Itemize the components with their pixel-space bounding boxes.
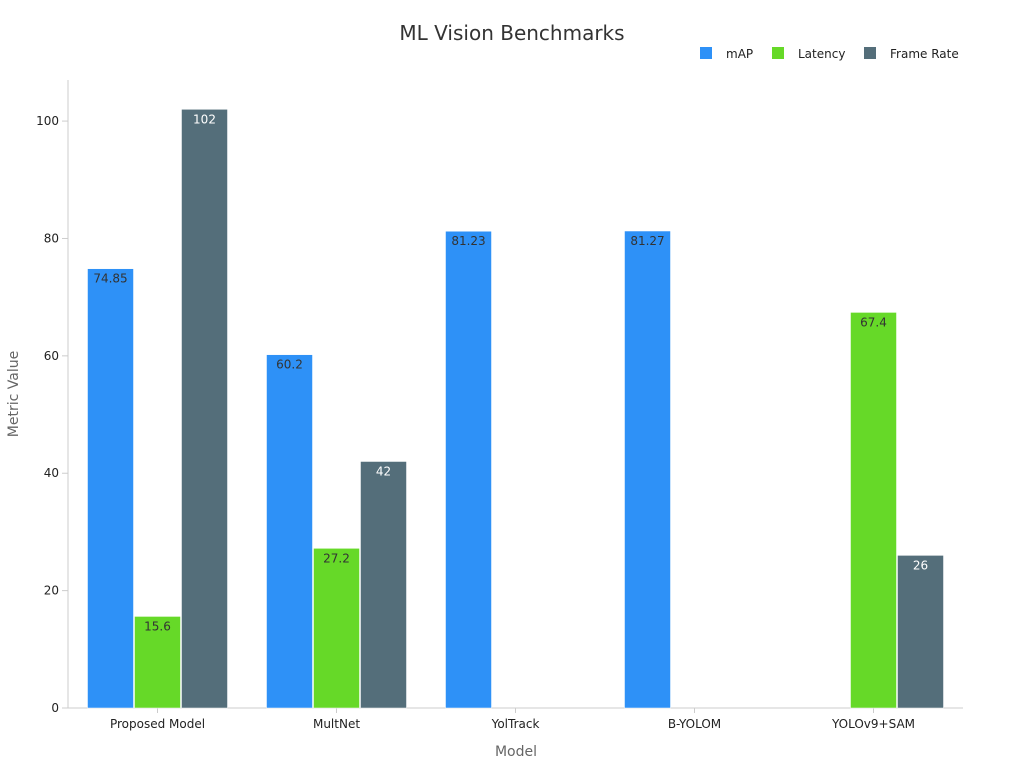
- bar: [445, 230, 492, 709]
- y-tick-label: 100: [36, 114, 59, 128]
- bar-value-label: 81.27: [630, 234, 664, 248]
- bars-group: [87, 109, 944, 709]
- bar: [87, 268, 134, 709]
- bar-value-label: 26: [913, 558, 928, 572]
- legend-label: Latency: [798, 47, 845, 61]
- bar: [134, 616, 181, 709]
- bar-value-label: 42: [376, 464, 391, 478]
- y-tick-label: 60: [44, 349, 59, 363]
- y-axis-ticks: 0 20 40 60 80 100: [36, 114, 68, 715]
- x-axis-ticks: Proposed Model MultNet YolTrack B-YOLOM YOLO…: [110, 708, 915, 731]
- x-tick-label: B-YOLOM: [668, 717, 721, 731]
- legend: mAP Latency Frame Rate: [700, 47, 959, 61]
- legend-swatch: [700, 47, 712, 59]
- bar-value-label: 27.2: [323, 551, 350, 565]
- legend-item: Frame Rate: [864, 47, 959, 61]
- bar-value-label: 67.4: [860, 315, 887, 329]
- bar-value-label: 15.6: [144, 619, 171, 633]
- bar: [624, 230, 671, 709]
- bar-value-label: 60.2: [276, 358, 303, 372]
- bar: [266, 354, 313, 709]
- x-tick-label: YolTrack: [491, 717, 540, 731]
- legend-item: mAP: [700, 47, 753, 61]
- bar: [181, 109, 228, 709]
- bar-value-label: 102: [193, 112, 216, 126]
- y-tick-label: 80: [44, 231, 59, 245]
- y-tick-label: 40: [44, 466, 59, 480]
- legend-item: Latency: [772, 47, 845, 61]
- bar: [360, 461, 407, 709]
- bar: [313, 548, 360, 709]
- bar: [850, 312, 897, 709]
- x-tick-label: MultNet: [313, 717, 360, 731]
- legend-swatch: [772, 47, 784, 59]
- chart-title: ML Vision Benchmarks: [399, 21, 624, 45]
- bar-labels-group: 74.85 15.6 102 60.2 27.2 42 81.23 81.27 67.4 26: [93, 112, 928, 633]
- bar-value-label: 81.23: [451, 234, 485, 248]
- x-tick-label: YOLOv9+SAM: [831, 717, 915, 731]
- bar: [897, 555, 944, 709]
- y-tick-label: 20: [44, 584, 59, 598]
- legend-label: Frame Rate: [890, 47, 959, 61]
- y-tick-label: 0: [51, 701, 59, 715]
- legend-label: mAP: [726, 47, 753, 61]
- y-axis-title: Metric Value: [6, 351, 22, 437]
- x-tick-label: Proposed Model: [110, 717, 205, 731]
- legend-swatch: [864, 47, 876, 59]
- bar-value-label: 74.85: [93, 272, 127, 286]
- x-axis-title: Model: [495, 744, 537, 760]
